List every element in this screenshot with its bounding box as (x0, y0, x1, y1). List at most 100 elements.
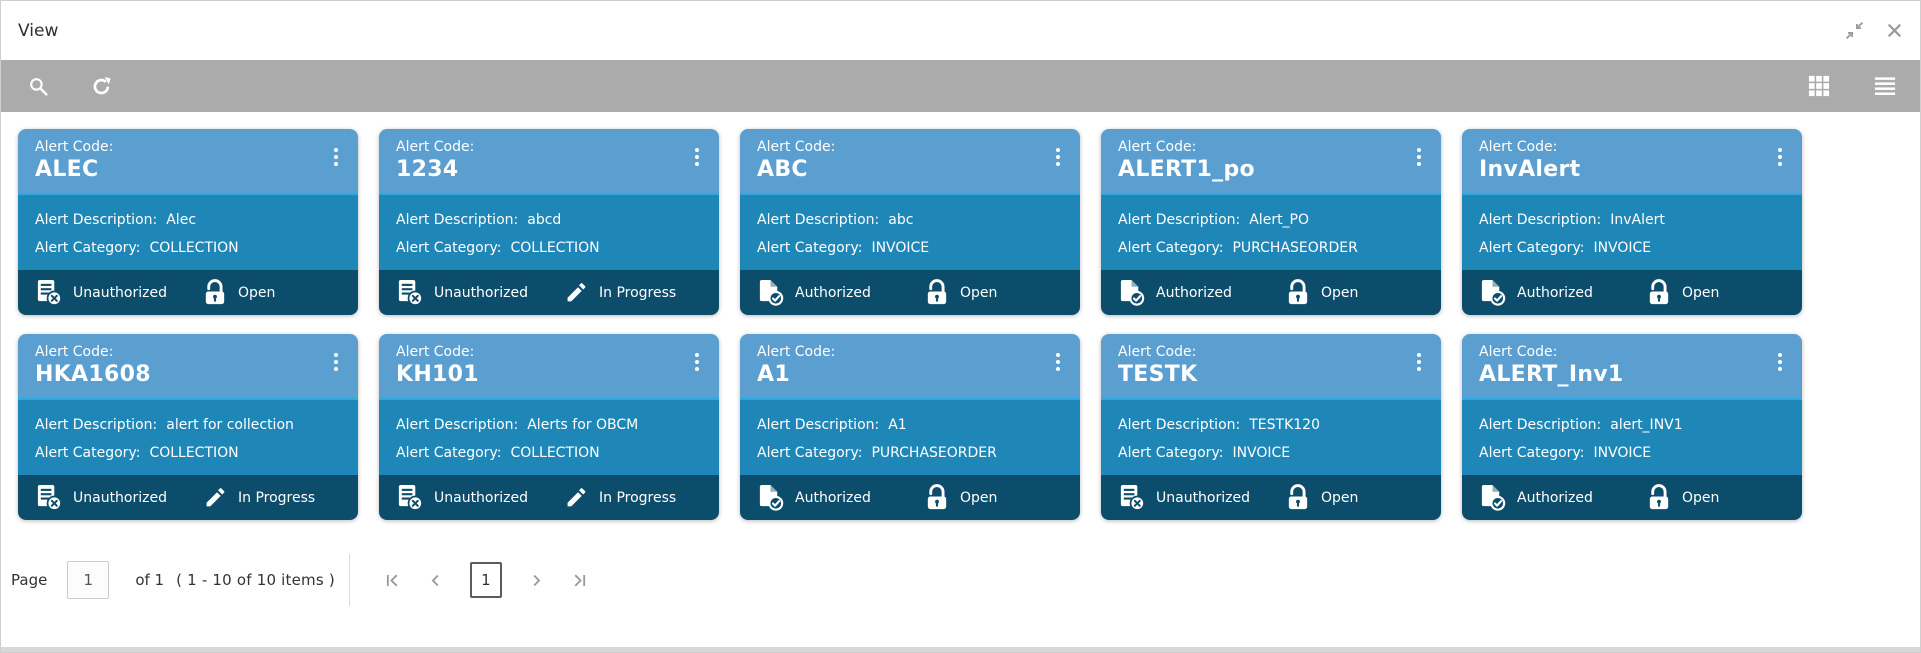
alert-card-footer: Unauthorized Open (18, 270, 358, 315)
record-status-icon (203, 279, 227, 306)
alert-card[interactable]: Alert Code: InvAlert Alert Description: … (1462, 129, 1802, 315)
alert-card-footer: Authorized Open (1101, 270, 1441, 315)
authorization-status-text: Authorized (795, 284, 871, 301)
record-status-icon (1286, 484, 1310, 511)
search-icon[interactable] (28, 76, 49, 97)
alert-category-value: PURCHASEORDER (1232, 240, 1358, 256)
alert-card-body: Alert Description: alert for collection … (18, 400, 358, 475)
kebab-menu-icon[interactable] (1411, 344, 1427, 380)
alert-card[interactable]: Alert Code: ABC Alert Description: abc A… (740, 129, 1080, 315)
alert-category-label: Alert Category: (35, 445, 141, 461)
kebab-menu-icon[interactable] (328, 344, 344, 380)
alert-card-header: Alert Code: ALEC (18, 129, 358, 195)
authorization-status-text: Authorized (1517, 489, 1593, 506)
kebab-menu-icon[interactable] (1772, 344, 1788, 380)
authorization-status-text: Unauthorized (1156, 489, 1250, 506)
record-status-text: In Progress (599, 489, 677, 506)
list-view-icon[interactable] (1874, 75, 1896, 97)
alert-card-footer: Unauthorized In Progress (18, 475, 358, 520)
alert-code-value: TESTK (1118, 362, 1198, 387)
authorization-status: Authorized (1479, 484, 1647, 511)
kebab-menu-icon[interactable] (328, 139, 344, 175)
record-status: Open (925, 484, 997, 511)
authorization-status-text: Authorized (1156, 284, 1232, 301)
alert-category-value: COLLECTION (149, 240, 239, 256)
alert-code-value: A1 (757, 362, 790, 387)
alert-description-value: Alert_PO (1249, 212, 1310, 228)
next-page-icon[interactable] (528, 572, 545, 589)
record-status-icon (564, 484, 588, 511)
window-bottom-edge (1, 647, 1920, 652)
alert-card-body: Alert Description: abcd Alert Category: … (379, 195, 719, 270)
alert-code-label: Alert Code: (757, 344, 836, 360)
alert-card-body: Alert Description: alert_INV1 Alert Cate… (1462, 400, 1802, 475)
authorization-status: Authorized (757, 279, 925, 306)
record-status-text: Open (1321, 284, 1359, 301)
kebab-menu-icon[interactable] (1050, 139, 1066, 175)
alert-card-header: Alert Code: ABC (740, 129, 1080, 195)
alert-category-value: COLLECTION (510, 240, 600, 256)
alert-card-footer: Unauthorized In Progress (379, 270, 719, 315)
alert-code-label: Alert Code: (1118, 139, 1197, 155)
grid-view-icon[interactable] (1808, 75, 1830, 97)
alert-card[interactable]: Alert Code: ALEC Alert Description: Alec… (18, 129, 358, 315)
record-status-text: Open (238, 284, 276, 301)
kebab-menu-icon[interactable] (1050, 344, 1066, 380)
authorization-status-icon (1118, 484, 1145, 511)
alert-code-value: ALERT1_po (1118, 157, 1255, 182)
alert-code-value: KH101 (396, 362, 479, 387)
alert-card-header: Alert Code: KH101 (379, 334, 719, 400)
kebab-menu-icon[interactable] (1411, 139, 1427, 175)
pagination-bar: Page of 1 ( 1 - 10 of 10 items ) 1 (1, 554, 1920, 606)
alert-category-value: INVOICE (1593, 445, 1652, 461)
alert-card[interactable]: Alert Code: ALERT_Inv1 Alert Description… (1462, 334, 1802, 520)
record-status: Open (1286, 279, 1358, 306)
collapse-icon[interactable] (1844, 20, 1865, 41)
alert-card[interactable]: Alert Code: KH101 Alert Description: Ale… (379, 334, 719, 520)
alert-card-header: Alert Code: ALERT1_po (1101, 129, 1441, 195)
alert-category-label: Alert Category: (1479, 240, 1585, 256)
authorization-status-icon (1479, 279, 1506, 306)
record-status-text: Open (960, 284, 998, 301)
alert-card-header: Alert Code: A1 (740, 334, 1080, 400)
alert-category-value: COLLECTION (510, 445, 600, 461)
first-page-icon[interactable] (384, 572, 401, 589)
alert-card-grid: Alert Code: ALEC Alert Description: Alec… (1, 112, 1920, 520)
kebab-menu-icon[interactable] (689, 139, 705, 175)
alert-description-label: Alert Description: (35, 417, 158, 433)
current-page-button[interactable]: 1 (469, 562, 502, 598)
last-page-icon[interactable] (571, 572, 588, 589)
authorization-status: Unauthorized (396, 279, 564, 306)
refresh-icon[interactable] (91, 76, 112, 97)
alert-code-label: Alert Code: (35, 139, 114, 155)
alert-description-label: Alert Description: (1479, 417, 1602, 433)
kebab-menu-icon[interactable] (1772, 139, 1788, 175)
alert-description-label: Alert Description: (1118, 417, 1241, 433)
alert-category-value: PURCHASEORDER (871, 445, 997, 461)
alert-card[interactable]: Alert Code: 1234 Alert Description: abcd… (379, 129, 719, 315)
authorization-status: Authorized (1479, 279, 1647, 306)
alert-description-label: Alert Description: (757, 417, 880, 433)
record-status-text: In Progress (238, 489, 316, 506)
kebab-menu-icon[interactable] (689, 344, 705, 380)
record-status-icon (1286, 279, 1310, 306)
alert-description-label: Alert Description: (396, 417, 519, 433)
alert-card[interactable]: Alert Code: TESTK Alert Description: TES… (1101, 334, 1441, 520)
alert-card-header: Alert Code: ALERT_Inv1 (1462, 334, 1802, 400)
alert-card-footer: Unauthorized Open (1101, 475, 1441, 520)
page-label: Page (11, 571, 48, 589)
close-icon[interactable] (1887, 23, 1902, 38)
alert-card[interactable]: Alert Code: HKA1608 Alert Description: a… (18, 334, 358, 520)
previous-page-icon[interactable] (427, 572, 444, 589)
alert-card-footer: Authorized Open (740, 270, 1080, 315)
authorization-status-text: Unauthorized (434, 284, 528, 301)
page-input[interactable] (67, 561, 110, 599)
authorization-status-icon (35, 484, 62, 511)
alert-description-value: alert_INV1 (1610, 417, 1683, 433)
page-title: View (18, 20, 59, 41)
alert-category-label: Alert Category: (35, 240, 141, 256)
alert-card[interactable]: Alert Code: A1 Alert Description: A1 Ale… (740, 334, 1080, 520)
alert-card[interactable]: Alert Code: ALERT1_po Alert Description:… (1101, 129, 1441, 315)
alert-card-footer: Unauthorized In Progress (379, 475, 719, 520)
alert-code-value: ALERT_Inv1 (1479, 362, 1624, 387)
